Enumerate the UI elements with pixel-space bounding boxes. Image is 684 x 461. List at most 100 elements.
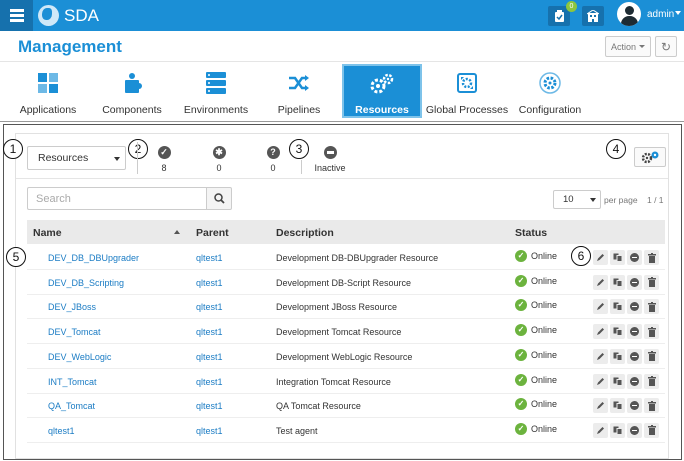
offline-count-filter[interactable]: ✱ 0 xyxy=(204,146,234,173)
deactivate-button[interactable] xyxy=(627,324,642,340)
deactivate-button[interactable] xyxy=(627,348,642,364)
table-row[interactable]: DEV_DB_Scripting qltest1 Development DB-Sc… xyxy=(27,270,665,295)
tab-configuration[interactable]: Configuration xyxy=(516,64,584,118)
column-header-parent[interactable]: Parent xyxy=(196,227,229,239)
minus-circle-icon xyxy=(630,376,639,386)
tab-global-processes[interactable]: Global Processes xyxy=(425,64,509,118)
table-row[interactable]: DEV_Tomcat qltest1 Development Tomcat Reso… xyxy=(27,319,665,345)
tab-resources[interactable]: Resources xyxy=(342,64,422,118)
online-count: 8 xyxy=(161,163,167,173)
action-dropdown[interactable]: Action xyxy=(605,36,651,57)
copy-icon xyxy=(613,253,622,262)
deactivate-button[interactable] xyxy=(627,373,642,389)
tab-label: Global Processes xyxy=(425,104,509,116)
applications-icon xyxy=(37,71,59,95)
resource-name-link[interactable]: QA_Tomcat xyxy=(48,401,96,412)
delete-button[interactable] xyxy=(644,398,659,414)
copy-button[interactable] xyxy=(610,348,625,364)
resource-name-link[interactable]: DEV_Tomcat xyxy=(48,327,101,338)
table-row[interactable]: qltest1 qltest1 Test agent ✓ Online xyxy=(27,418,665,443)
chevron-down-icon[interactable] xyxy=(675,11,681,15)
copy-button[interactable] xyxy=(610,299,625,315)
edit-button[interactable] xyxy=(593,373,608,389)
settings-button[interactable] xyxy=(634,147,666,167)
search-input[interactable] xyxy=(27,187,206,210)
building-icon[interactable] xyxy=(582,6,604,26)
edit-button[interactable] xyxy=(593,398,608,414)
delete-button[interactable] xyxy=(644,422,659,438)
edit-button[interactable] xyxy=(593,274,608,290)
tab-environments[interactable]: Environments xyxy=(183,64,249,118)
copy-button[interactable] xyxy=(610,373,625,389)
online-count-filter[interactable]: ✓ 8 xyxy=(149,146,179,173)
delete-button[interactable] xyxy=(644,274,659,290)
resource-name-link[interactable]: DEV_DB_Scripting xyxy=(48,277,125,288)
delete-button[interactable] xyxy=(644,324,659,340)
copy-button[interactable] xyxy=(610,398,625,414)
delete-button[interactable] xyxy=(644,299,659,315)
delete-button[interactable] xyxy=(644,348,659,364)
caret-down-icon xyxy=(114,157,120,161)
page-title: Management xyxy=(18,37,122,56)
table-row[interactable]: QA_Tomcat qltest1 QA Tomcat Resource ✓ Onlin… xyxy=(27,393,665,419)
parent-link[interactable]: qltest1 xyxy=(196,253,223,263)
parent-link[interactable]: qltest1 xyxy=(196,401,223,412)
parent-link[interactable]: qltest1 xyxy=(196,302,223,313)
copy-button[interactable] xyxy=(610,250,625,265)
inactive-filter[interactable]: Inactive xyxy=(310,146,350,173)
copy-button[interactable] xyxy=(610,324,625,340)
tab-label: Configuration xyxy=(518,104,582,116)
clipboard-icon[interactable]: 0 xyxy=(548,1,577,26)
edit-button[interactable] xyxy=(593,422,608,438)
column-header-description[interactable]: Description xyxy=(276,227,334,239)
deactivate-button[interactable] xyxy=(627,398,642,414)
deactivate-button[interactable] xyxy=(627,250,642,265)
deactivate-button[interactable] xyxy=(627,422,642,438)
copy-button[interactable] xyxy=(610,422,625,438)
unknown-count-filter[interactable]: ? 0 xyxy=(258,146,288,173)
menu-icon[interactable] xyxy=(0,0,33,31)
deactivate-button[interactable] xyxy=(627,299,642,315)
row-actions xyxy=(593,324,659,340)
tab-applications[interactable]: Applications xyxy=(14,64,82,118)
table-row[interactable]: INT_Tomcat qltest1 Integration Tomcat Reso… xyxy=(27,369,665,394)
status-badge: ✓ Online xyxy=(515,348,557,361)
edit-button[interactable] xyxy=(593,250,608,265)
sort-ascending-icon[interactable] xyxy=(174,230,180,234)
table-row[interactable]: DEV_JBoss qltest1 Development JBoss Resour… xyxy=(27,294,665,320)
delete-button[interactable] xyxy=(644,250,659,265)
delete-button[interactable] xyxy=(644,373,659,389)
per-page-select[interactable]: 10 xyxy=(553,190,601,209)
resource-name-link[interactable]: qltest1 xyxy=(48,425,75,436)
edit-button[interactable] xyxy=(593,348,608,364)
parent-link[interactable]: qltest1 xyxy=(196,327,223,338)
avatar[interactable] xyxy=(617,2,641,26)
app-logo[interactable]: SDA xyxy=(38,5,99,26)
resource-name-link[interactable]: DEV_WebLogic xyxy=(48,351,112,362)
tab-pipelines[interactable]: Pipelines xyxy=(271,64,327,118)
parent-link[interactable]: qltest1 xyxy=(196,376,223,387)
refresh-button[interactable]: ↻ xyxy=(655,36,677,57)
parent-link[interactable]: qltest1 xyxy=(196,351,223,362)
tab-components[interactable]: Components xyxy=(100,64,164,118)
copy-icon xyxy=(613,302,622,312)
resource-type-select[interactable]: Resources xyxy=(27,146,126,170)
parent-link[interactable]: qltest1 xyxy=(196,425,223,436)
edit-button[interactable] xyxy=(593,324,608,340)
user-name[interactable]: admin xyxy=(647,9,675,20)
search-button[interactable] xyxy=(206,187,232,210)
resource-name-link[interactable]: INT_Tomcat xyxy=(48,376,97,387)
edit-button[interactable] xyxy=(593,299,608,315)
resource-name-link[interactable]: DEV_DB_DBUpgrader xyxy=(48,253,140,263)
column-header-status[interactable]: Status xyxy=(515,227,548,239)
resource-name-link[interactable]: DEV_JBoss xyxy=(48,302,97,313)
parent-link[interactable]: qltest1 xyxy=(196,277,223,288)
column-header-name[interactable]: Name xyxy=(33,227,62,239)
copy-button[interactable] xyxy=(610,274,625,290)
status-text: Online xyxy=(531,325,558,336)
table-row[interactable]: DEV_DB_DBUpgrader qltest1 Development DB-D… xyxy=(27,245,665,270)
table-row[interactable]: DEV_WebLogic qltest1 Development WebLogic … xyxy=(27,344,665,369)
resource-description: Development DB-DBUpgrader Resource xyxy=(276,253,439,263)
deactivate-button[interactable] xyxy=(627,274,642,290)
row-actions xyxy=(593,348,659,364)
